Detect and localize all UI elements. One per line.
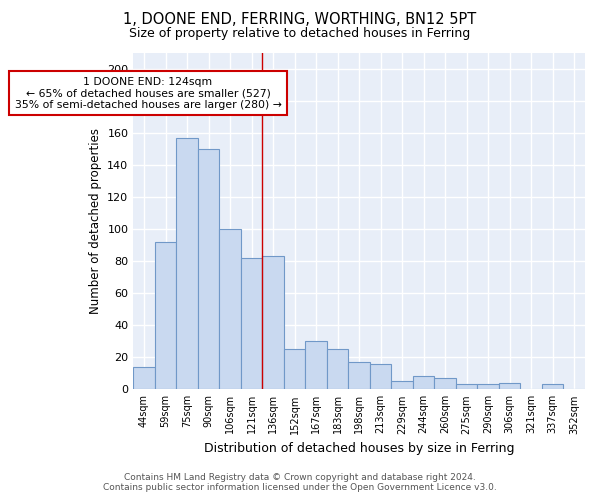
Text: Size of property relative to detached houses in Ferring: Size of property relative to detached ho…: [130, 28, 470, 40]
X-axis label: Distribution of detached houses by size in Ferring: Distribution of detached houses by size …: [204, 442, 514, 455]
Bar: [327, 349, 349, 390]
Bar: [284, 349, 305, 390]
Text: 1, DOONE END, FERRING, WORTHING, BN12 5PT: 1, DOONE END, FERRING, WORTHING, BN12 5P…: [124, 12, 476, 28]
Bar: [413, 376, 434, 390]
Bar: [478, 384, 499, 390]
Bar: [349, 362, 370, 390]
Bar: [456, 384, 478, 390]
Bar: [391, 382, 413, 390]
Bar: [155, 242, 176, 390]
Bar: [542, 384, 563, 390]
Y-axis label: Number of detached properties: Number of detached properties: [89, 128, 102, 314]
Bar: [241, 258, 262, 390]
Text: 1 DOONE END: 124sqm
← 65% of detached houses are smaller (527)
35% of semi-detac: 1 DOONE END: 124sqm ← 65% of detached ho…: [14, 76, 281, 110]
Text: Contains HM Land Registry data © Crown copyright and database right 2024.
Contai: Contains HM Land Registry data © Crown c…: [103, 473, 497, 492]
Bar: [220, 229, 241, 390]
Bar: [176, 138, 198, 390]
Bar: [499, 383, 520, 390]
Bar: [133, 367, 155, 390]
Bar: [370, 364, 391, 390]
Bar: [198, 148, 220, 390]
Bar: [434, 378, 456, 390]
Bar: [262, 256, 284, 390]
Bar: [305, 341, 327, 390]
